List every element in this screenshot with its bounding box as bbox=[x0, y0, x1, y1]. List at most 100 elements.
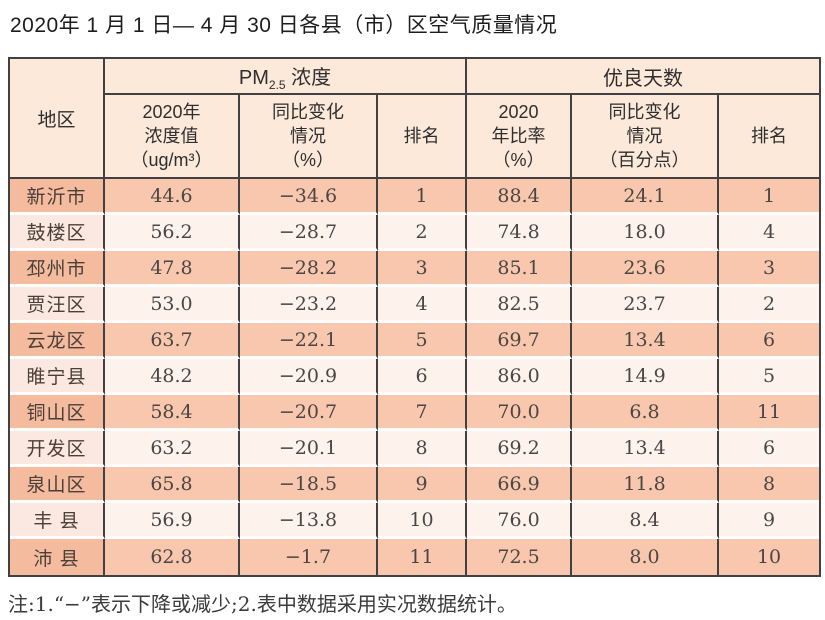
days-change-cell: 23.7 bbox=[572, 287, 720, 323]
pm-change-cell: −13.8 bbox=[240, 503, 378, 539]
days-ratio-cell: 69.2 bbox=[467, 431, 573, 467]
days-ratio-cell: 85.1 bbox=[467, 251, 573, 287]
pm-value-cell: 56.9 bbox=[105, 503, 240, 539]
table-row: 泉山区 65.8 −18.5 9 66.9 11.8 8 bbox=[10, 467, 820, 503]
pm-change-cell: −23.2 bbox=[240, 287, 378, 323]
days-rank-cell: 5 bbox=[719, 359, 820, 395]
page-title: 2020年 1 月 1 日— 4 月 30 日各县（市）区空气质量情况 bbox=[10, 14, 558, 37]
pm-change-cell: −20.7 bbox=[240, 395, 378, 431]
pm-rank-cell: 7 bbox=[378, 395, 468, 431]
days-ratio-cell: 88.4 bbox=[467, 179, 573, 215]
days-rank-cell: 2 bbox=[719, 287, 820, 323]
region-cell: 贾汪区 bbox=[10, 287, 105, 323]
air-quality-table: 地区 PM2.5 浓度 优良天数 2020年 浓度值 （ug/m³） 同比变化 … bbox=[8, 57, 822, 577]
days-ratio-cell: 70.0 bbox=[467, 395, 573, 431]
days-change-cell: 13.4 bbox=[572, 431, 720, 467]
table-row: 开发区 63.2 −20.1 8 69.2 13.4 6 bbox=[10, 431, 820, 467]
table-row: 贾汪区 53.0 −23.2 4 82.5 23.7 2 bbox=[10, 287, 820, 323]
days-ratio-cell: 82.5 bbox=[467, 287, 573, 323]
pm-change-cell: −28.7 bbox=[240, 215, 378, 251]
days-ratio-cell: 66.9 bbox=[467, 467, 573, 503]
footnote: 注:1.“−”表示下降或减少;2.表中数据采用实况数据统计。 bbox=[8, 592, 517, 616]
region-cell: 开发区 bbox=[10, 431, 105, 467]
table-row: 云龙区 63.7 −22.1 5 69.7 13.4 6 bbox=[10, 323, 820, 359]
table-body: 新沂市 44.6 −34.6 1 88.4 24.1 1 鼓楼区 56.2 −28.7 2 74.8 1… bbox=[10, 179, 820, 575]
pm-rank-cell: 4 bbox=[378, 287, 468, 323]
pm-change-cell: −20.9 bbox=[240, 359, 378, 395]
pm-value-cell: 63.7 bbox=[105, 323, 240, 359]
pm25-label-subscript: 2.5 bbox=[268, 77, 286, 92]
column-header-days-change: 同比变化 情况 （百分点） bbox=[572, 95, 720, 179]
region-cell: 泉山区 bbox=[10, 467, 105, 503]
column-header-pm-value: 2020年 浓度值 （ug/m³） bbox=[105, 95, 240, 179]
region-cell: 鼓楼区 bbox=[10, 215, 105, 251]
table-header: 地区 PM2.5 浓度 优良天数 2020年 浓度值 （ug/m³） 同比变化 … bbox=[10, 59, 820, 179]
pm-rank-cell: 3 bbox=[378, 251, 468, 287]
pm-value-cell: 63.2 bbox=[105, 431, 240, 467]
region-cell: 邳州市 bbox=[10, 251, 105, 287]
table-row: 沛 县 62.8 −1.7 11 72.5 8.0 10 bbox=[10, 539, 820, 575]
pm-value-cell: 53.0 bbox=[105, 287, 240, 323]
table-row: 丰 县 56.9 −13.8 10 76.0 8.4 9 bbox=[10, 503, 820, 539]
column-header-days-ratio: 2020 年比率 （%） bbox=[467, 95, 573, 179]
days-ratio-cell: 69.7 bbox=[467, 323, 573, 359]
column-header-days-rank: 排名 bbox=[719, 95, 820, 179]
pm-rank-cell: 2 bbox=[378, 215, 468, 251]
days-rank-cell: 11 bbox=[719, 395, 820, 431]
days-rank-cell: 3 bbox=[719, 251, 820, 287]
days-change-cell: 6.8 bbox=[572, 395, 720, 431]
table-row: 睢宁县 48.2 −20.9 6 86.0 14.9 5 bbox=[10, 359, 820, 395]
pm-value-cell: 44.6 bbox=[105, 179, 240, 215]
pm-rank-cell: 1 bbox=[378, 179, 468, 215]
days-rank-cell: 1 bbox=[719, 179, 820, 215]
pm-rank-cell: 10 bbox=[378, 503, 468, 539]
column-header-pm-rank: 排名 bbox=[378, 95, 468, 179]
column-group-pm25: PM2.5 浓度 bbox=[105, 59, 468, 95]
column-header-region: 地区 bbox=[10, 59, 105, 179]
region-cell: 睢宁县 bbox=[10, 359, 105, 395]
days-rank-cell: 10 bbox=[719, 539, 820, 575]
pm25-label-prefix: PM bbox=[238, 66, 269, 89]
pm-value-cell: 47.8 bbox=[105, 251, 240, 287]
pm-value-cell: 48.2 bbox=[105, 359, 240, 395]
days-change-cell: 13.4 bbox=[572, 323, 720, 359]
table-row: 新沂市 44.6 −34.6 1 88.4 24.1 1 bbox=[10, 179, 820, 215]
pm-value-cell: 65.8 bbox=[105, 467, 240, 503]
pm-change-cell: −22.1 bbox=[240, 323, 378, 359]
column-group-good-days: 优良天数 bbox=[467, 59, 820, 95]
pm-change-cell: −1.7 bbox=[240, 539, 378, 575]
pm25-label-suffix: 浓度 bbox=[285, 66, 332, 89]
days-change-cell: 8.4 bbox=[572, 503, 720, 539]
table-row: 邳州市 47.8 −28.2 3 85.1 23.6 3 bbox=[10, 251, 820, 287]
days-ratio-cell: 86.0 bbox=[467, 359, 573, 395]
region-cell: 新沂市 bbox=[10, 179, 105, 215]
pm-change-cell: −18.5 bbox=[240, 467, 378, 503]
region-cell: 丰 县 bbox=[10, 503, 105, 539]
days-rank-cell: 9 bbox=[719, 503, 820, 539]
days-ratio-cell: 76.0 bbox=[467, 503, 573, 539]
days-rank-cell: 6 bbox=[719, 431, 820, 467]
days-change-cell: 14.9 bbox=[572, 359, 720, 395]
pm-change-cell: −28.2 bbox=[240, 251, 378, 287]
days-change-cell: 11.8 bbox=[572, 467, 720, 503]
pm-value-cell: 62.8 bbox=[105, 539, 240, 575]
pm-rank-cell: 6 bbox=[378, 359, 468, 395]
pm-change-cell: −20.1 bbox=[240, 431, 378, 467]
days-rank-cell: 6 bbox=[719, 323, 820, 359]
days-ratio-cell: 72.5 bbox=[467, 539, 573, 575]
region-cell: 沛 县 bbox=[10, 539, 105, 575]
pm-rank-cell: 11 bbox=[378, 539, 468, 575]
days-rank-cell: 8 bbox=[719, 467, 820, 503]
days-change-cell: 8.0 bbox=[572, 539, 720, 575]
region-cell: 云龙区 bbox=[10, 323, 105, 359]
pm-change-cell: −34.6 bbox=[240, 179, 378, 215]
days-rank-cell: 4 bbox=[719, 215, 820, 251]
days-change-cell: 24.1 bbox=[572, 179, 720, 215]
pm-value-cell: 56.2 bbox=[105, 215, 240, 251]
region-cell: 铜山区 bbox=[10, 395, 105, 431]
pm-rank-cell: 8 bbox=[378, 431, 468, 467]
days-change-cell: 23.6 bbox=[572, 251, 720, 287]
days-ratio-cell: 74.8 bbox=[467, 215, 573, 251]
pm-rank-cell: 5 bbox=[378, 323, 468, 359]
pm-value-cell: 58.4 bbox=[105, 395, 240, 431]
